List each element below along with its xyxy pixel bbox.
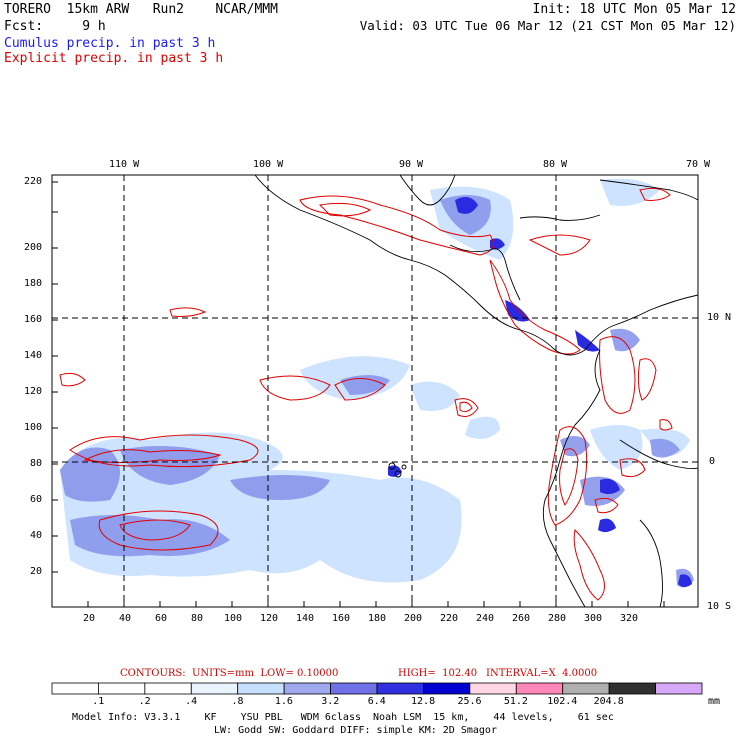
legend-explicit: Explicit precip. in past 3 h bbox=[4, 51, 224, 66]
colorbar-swatch bbox=[655, 682, 703, 695]
x-tick-label: 40 bbox=[119, 613, 132, 624]
y-tick-label: 160 bbox=[24, 314, 43, 325]
x-tick-label: 280 bbox=[548, 613, 567, 624]
galapagos-islands bbox=[388, 462, 407, 478]
colorbar-swatch bbox=[376, 682, 424, 695]
coastlines bbox=[254, 175, 698, 607]
y-tick-label: 40 bbox=[30, 530, 43, 541]
model-info-line2: LW: Godd SW: Goddard DIFF: simple KM: 2D… bbox=[214, 725, 497, 736]
colorbar-label: 3.2 bbox=[321, 696, 340, 707]
y-tick-label: 80 bbox=[30, 458, 43, 469]
lon-label-70w: 70 W bbox=[686, 159, 711, 170]
header-forecast-hour: Fcst: 9 h bbox=[4, 19, 106, 34]
header-init-time: Init: 18 UTC Mon 05 Mar 12 bbox=[532, 2, 737, 17]
x-tick-marks bbox=[87, 601, 665, 607]
colorbar-label: 25.6 bbox=[457, 696, 482, 707]
colorbar bbox=[51, 682, 703, 695]
colorbar-label: .4 bbox=[185, 696, 198, 707]
colorbar-label: 51.2 bbox=[503, 696, 528, 707]
x-tick-label: 120 bbox=[260, 613, 279, 624]
contours-units: CONTOURS: UNITS=mm LOW= 0.10000 bbox=[120, 668, 339, 679]
colorbar-label: .2 bbox=[138, 696, 151, 707]
colorbar-label: 12.8 bbox=[411, 696, 436, 707]
lat-label-10s: 10 S bbox=[707, 601, 732, 612]
x-tick-label: 240 bbox=[476, 613, 495, 624]
y-tick-label: 140 bbox=[24, 350, 43, 361]
lat-label-0: 0 bbox=[709, 456, 716, 467]
y-tick-label: 180 bbox=[24, 278, 43, 289]
colorbar-label: 102.4 bbox=[547, 696, 578, 707]
x-tick-label: 220 bbox=[440, 613, 459, 624]
map-frame bbox=[51, 174, 699, 608]
colorbar-label: .8 bbox=[231, 696, 244, 707]
x-tick-label: 100 bbox=[224, 613, 243, 624]
colorbar-label: 204.8 bbox=[593, 696, 624, 707]
y-tick-label: 20 bbox=[30, 566, 43, 577]
colorbar-label: .1 bbox=[92, 696, 105, 707]
colorbar-unit: mm bbox=[708, 696, 721, 707]
y-tick-label: 220 bbox=[24, 176, 43, 187]
colorbar-swatch bbox=[190, 682, 239, 695]
lat-label-10n: 10 N bbox=[707, 312, 732, 323]
lon-label-80w: 80 W bbox=[543, 159, 568, 170]
x-tick-label: 320 bbox=[620, 613, 639, 624]
contours-interval: INTERVAL=X 4.0000 bbox=[486, 668, 598, 679]
lon-label-100w: 100 W bbox=[253, 159, 284, 170]
colorbar-label: 1.6 bbox=[274, 696, 293, 707]
colorbar-swatch bbox=[98, 682, 146, 695]
lat-lon-grid bbox=[52, 175, 698, 607]
contours-high: HIGH= 102.40 bbox=[398, 668, 478, 679]
y-tick-label: 200 bbox=[24, 242, 43, 253]
y-tick-label: 120 bbox=[24, 386, 43, 397]
x-tick-label: 160 bbox=[332, 613, 351, 624]
colorbar-swatch bbox=[237, 682, 285, 695]
x-tick-label: 300 bbox=[584, 613, 603, 624]
x-tick-label: 260 bbox=[512, 613, 531, 624]
x-tick-label: 180 bbox=[368, 613, 387, 624]
colorbar-swatch bbox=[423, 682, 471, 695]
colorbar-swatch bbox=[562, 682, 610, 695]
cumulus-heavy bbox=[388, 196, 692, 587]
colorbar-swatch bbox=[608, 682, 656, 695]
header-model-title: TORERO 15km ARW Run2 NCAR/MMM bbox=[4, 2, 278, 17]
lon-label-110w: 110 W bbox=[109, 159, 140, 170]
colorbar-swatch bbox=[283, 682, 331, 695]
colorbar-swatch bbox=[515, 682, 564, 695]
x-tick-label: 20 bbox=[83, 613, 96, 624]
colorbar-swatch bbox=[469, 682, 517, 695]
x-tick-label: 140 bbox=[296, 613, 315, 624]
model-info-line1: Model Info: V3.3.1 KF YSU PBL WDM 6class… bbox=[72, 712, 614, 723]
lon-label-90w: 90 W bbox=[399, 159, 424, 170]
y-tick-marks bbox=[52, 181, 58, 573]
x-tick-label: 80 bbox=[191, 613, 204, 624]
header-valid-time: Valid: 03 UTC Tue 06 Mar 12 (21 CST Mon … bbox=[359, 18, 736, 33]
colorbar-label: 6.4 bbox=[367, 696, 386, 707]
y-tick-label: 60 bbox=[30, 494, 43, 505]
colorbar-swatch bbox=[144, 682, 192, 695]
x-tick-label: 60 bbox=[155, 613, 168, 624]
legend-cumulus: Cumulus precip. in past 3 h bbox=[4, 36, 216, 51]
colorbar-swatch bbox=[51, 682, 99, 695]
x-tick-label: 200 bbox=[404, 613, 423, 624]
y-tick-label: 100 bbox=[24, 422, 43, 433]
colorbar-swatch bbox=[330, 682, 378, 695]
